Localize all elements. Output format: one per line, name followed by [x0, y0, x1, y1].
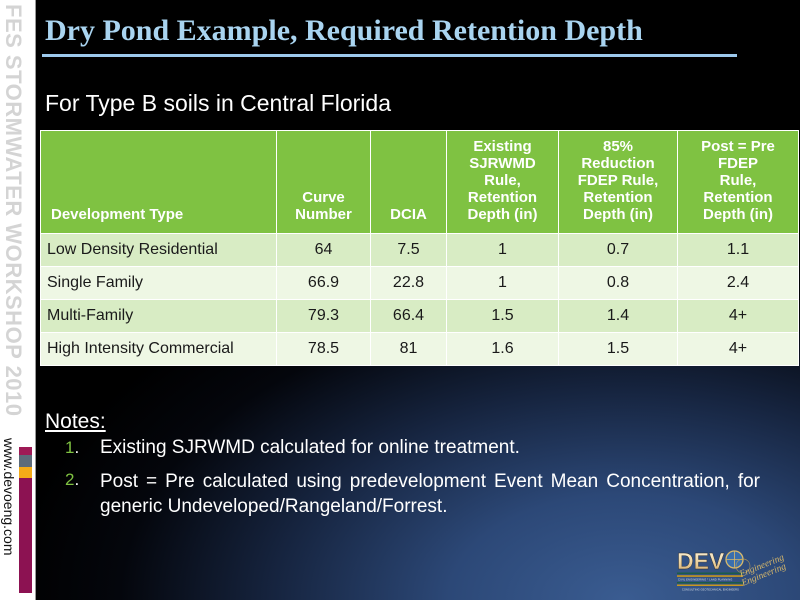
svg-text:CONSULTING GEOTECHNICAL ENGINE: CONSULTING GEOTECHNICAL ENGINEERS	[682, 589, 739, 592]
svg-text:CIVIL ENGINEERING * LAND PLANN: CIVIL ENGINEERING * LAND PLANNING	[678, 578, 732, 582]
svg-text:DEV: DEV	[677, 548, 725, 574]
